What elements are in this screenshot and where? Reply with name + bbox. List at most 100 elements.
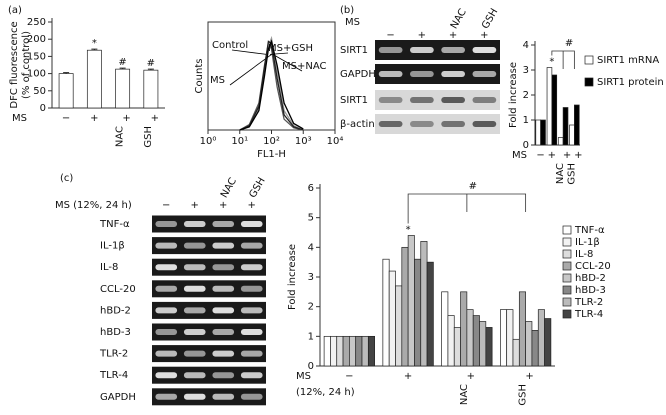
blot-band xyxy=(472,47,497,53)
error-bar xyxy=(147,68,154,71)
bar xyxy=(512,338,520,367)
error-bar xyxy=(119,67,126,70)
bar xyxy=(342,335,350,367)
bar xyxy=(557,137,564,146)
blot-band xyxy=(410,121,434,127)
blot-band xyxy=(155,264,178,271)
y-axis-label: DFC fluorescence xyxy=(9,21,20,108)
y-tick-label: 3 xyxy=(308,272,314,283)
blot-band xyxy=(212,307,235,314)
bracket xyxy=(551,50,575,69)
panel-label: (c) xyxy=(60,173,73,184)
blot-row-label: TLR-2 xyxy=(99,349,128,360)
x-treatment-label: NAC xyxy=(555,163,566,184)
bar xyxy=(518,291,526,367)
x-tick-label: 10¹ xyxy=(231,136,248,147)
bar xyxy=(460,291,468,367)
bar xyxy=(349,335,357,367)
x-tick-label: + xyxy=(525,371,533,382)
bar xyxy=(453,327,461,367)
blot-band xyxy=(378,121,403,127)
bar xyxy=(525,321,533,367)
blot-band xyxy=(378,97,403,103)
blot-band xyxy=(212,221,235,227)
blot-band xyxy=(472,121,497,127)
blot-background xyxy=(375,64,500,84)
histogram-line xyxy=(239,41,304,131)
histogram-line xyxy=(239,39,304,131)
lane-sign: + xyxy=(480,30,488,41)
blot-row-label: IL-1β xyxy=(100,241,125,252)
x-axis-label: FL1-H xyxy=(257,149,286,160)
y-axis-label: Counts xyxy=(194,59,205,94)
legend-swatch xyxy=(562,249,572,259)
bar xyxy=(500,309,508,367)
y-tick-label: 3 xyxy=(523,65,529,76)
x-row-label: MS xyxy=(512,150,527,161)
blot-band xyxy=(410,97,434,103)
x-tick-label: + xyxy=(90,113,98,124)
x-tick-label: + xyxy=(122,113,130,124)
bar xyxy=(562,107,569,146)
bar xyxy=(323,335,331,367)
x-tick-label: + xyxy=(563,150,571,161)
blot-band xyxy=(441,71,465,77)
blot-band xyxy=(240,393,263,400)
bar xyxy=(426,261,434,367)
bar xyxy=(367,335,375,367)
y-tick-label: 50 xyxy=(33,86,46,97)
blot-band xyxy=(441,47,465,53)
lane-sign: − xyxy=(386,30,394,41)
y-tick-label: 0 xyxy=(40,103,46,114)
blot-band xyxy=(183,285,206,292)
blot-band xyxy=(183,307,206,314)
blot-band xyxy=(212,264,235,271)
blot-band xyxy=(155,242,178,249)
bar xyxy=(401,246,409,367)
blot-band xyxy=(240,242,263,249)
bar xyxy=(414,258,422,367)
bar xyxy=(382,258,390,367)
y-tick-label: 4 xyxy=(523,40,529,51)
legend-label: hBD-2 xyxy=(575,273,606,284)
blot-band xyxy=(472,71,497,77)
blot-row-label: IL-8 xyxy=(100,262,118,273)
blot-band xyxy=(441,121,465,127)
bar xyxy=(355,335,363,367)
blot-background xyxy=(152,237,266,255)
blot-row-label: GAPDH xyxy=(340,69,376,80)
histogram-line xyxy=(239,40,304,131)
blot-band xyxy=(183,393,206,400)
blot-row-label: TLR-4 xyxy=(99,370,128,381)
blot-band xyxy=(155,285,178,292)
blot-band xyxy=(183,264,206,271)
y-tick-label: 150 xyxy=(27,51,46,62)
bar xyxy=(447,315,455,367)
blot-band xyxy=(183,242,206,249)
blot-row-label: TNF-α xyxy=(99,219,130,230)
blot-background xyxy=(152,215,266,233)
bar xyxy=(485,327,493,367)
bar xyxy=(336,335,344,367)
legend-label: IL-8 xyxy=(575,249,593,260)
blot-row-label: CCL-20 xyxy=(100,284,136,295)
y-tick-label: 6 xyxy=(308,183,314,194)
curve-label: MS+NAC xyxy=(282,61,327,72)
blot-band xyxy=(212,285,235,292)
legend-swatch xyxy=(562,261,572,271)
x-treatment-label: GSH xyxy=(518,384,529,406)
blot-band xyxy=(183,350,206,357)
curve-label: Control xyxy=(212,40,248,51)
legend-label: SIRT1 mRNA xyxy=(597,55,659,66)
bar xyxy=(441,291,449,367)
lane-sign: + xyxy=(248,200,256,211)
legend-swatch xyxy=(562,285,572,295)
curve-label: MS+GSH xyxy=(268,43,313,54)
significance-mark: # xyxy=(118,57,126,68)
y-tick-label: 1 xyxy=(308,331,314,342)
significance-mark: * xyxy=(92,38,97,49)
lane-treatment: NAC xyxy=(449,7,469,31)
blot-band xyxy=(183,329,206,335)
bar xyxy=(574,104,580,146)
blot-band xyxy=(155,221,178,227)
